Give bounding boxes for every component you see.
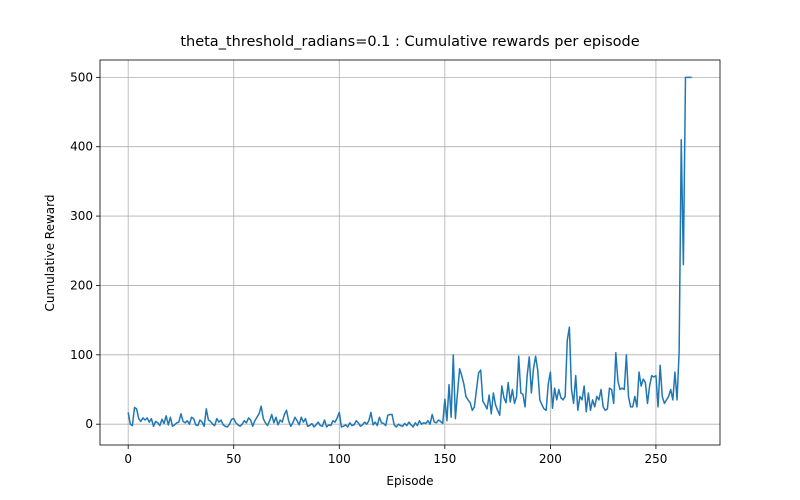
x-tick-label: 150 xyxy=(433,452,456,466)
y-tick-label: 400 xyxy=(70,140,93,154)
y-tick-label: 100 xyxy=(70,348,93,362)
y-axis-label: Cumulative Reward xyxy=(43,195,57,312)
x-axis-label: Episode xyxy=(386,474,433,488)
y-tick-label: 300 xyxy=(70,209,93,223)
x-tick-label: 200 xyxy=(539,452,562,466)
series-line xyxy=(127,76,692,428)
plot-frame xyxy=(99,59,721,446)
x-tick-label: 100 xyxy=(328,452,351,466)
y-tick-label: 0 xyxy=(85,417,93,431)
x-tick-label: 0 xyxy=(124,452,132,466)
x-tick-label: 250 xyxy=(644,452,667,466)
chart-title: theta_threshold_radians=0.1 : Cumulative… xyxy=(180,34,639,50)
y-tick-label: 200 xyxy=(70,278,93,292)
y-tick-label: 500 xyxy=(70,70,93,84)
x-tick-label: 50 xyxy=(226,452,241,466)
